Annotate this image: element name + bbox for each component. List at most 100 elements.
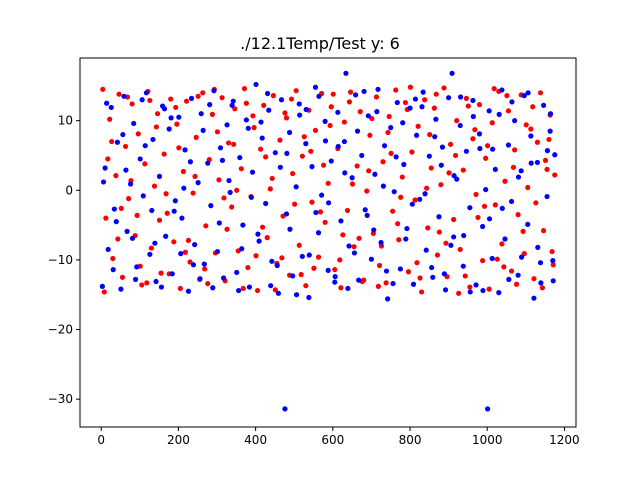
scatter-point-s1-56 (278, 97, 285, 103)
scatter-point-s0-197 (173, 104, 179, 111)
scatter-point-s1-71 (325, 267, 331, 273)
scatter-point-s0-180 (465, 103, 471, 109)
scatter-point-s1-111 (451, 234, 457, 240)
scatter-point-s1-137 (531, 295, 537, 301)
scatter-point-s1-180 (438, 162, 444, 168)
scatter-point-s0-220 (395, 221, 401, 227)
scatter-point-s1-135 (525, 221, 531, 227)
scatter-point-s1-221 (374, 109, 380, 115)
scatter-point-s0-88 (383, 280, 389, 286)
scatter-point-s0-122 (492, 202, 498, 208)
scatter-point-s1-121 (483, 186, 489, 193)
scatter-point-s1-133 (518, 168, 524, 174)
scatter-point-s1-37 (217, 145, 224, 151)
scatter-point-s0-125 (502, 178, 508, 184)
scatter-point-s1-101 (420, 89, 426, 95)
scatter-point-s0-178 (446, 170, 452, 176)
scatter-point-s1-149 (139, 97, 145, 103)
scatter-point-s1-198 (152, 240, 158, 246)
scatter-point-s1-203 (200, 127, 206, 134)
scatter-point-s1-227 (432, 134, 438, 140)
scatter-point-s1-186 (496, 111, 502, 117)
scatter-point-s1-4 (111, 206, 117, 212)
scatter-point-s1-79 (349, 175, 355, 181)
chart-title: ./12.1Temp/Test y: 6 (240, 34, 400, 53)
scatter-point-s0-229 (481, 203, 488, 209)
scatter-point-s0-227 (462, 273, 468, 279)
scatter-point-s1-172 (361, 88, 367, 95)
scatter-point-s0-190 (105, 156, 111, 162)
scatter-point-s1-232 (480, 287, 486, 294)
scatter-point-s1-124 (489, 255, 495, 262)
plot-area (79, 57, 577, 428)
scatter-point-s0-165 (320, 162, 327, 168)
scatter-point-s1-49 (256, 238, 262, 244)
points-layer (99, 70, 558, 412)
scatter-point-s1-12 (137, 156, 143, 162)
scatter-point-s0-7 (122, 143, 129, 150)
scatter-point-s0-215 (346, 99, 353, 105)
scatter-point-s0-223 (424, 185, 430, 191)
scatter-point-s1-122 (485, 406, 491, 412)
scatter-point-s0-172 (388, 150, 394, 156)
scatter-point-s1-0 (99, 283, 105, 289)
scatter-point-s1-183 (467, 289, 473, 295)
scatter-point-s0-162 (292, 201, 298, 207)
scatter-point-s1-184 (477, 145, 483, 152)
scatter-point-s0-140 (550, 262, 556, 268)
scatter-point-s0-103 (431, 105, 437, 111)
scatter-point-s1-98 (410, 281, 417, 287)
scatter-point-s0-193 (134, 212, 140, 218)
scatter-point-s1-119 (476, 131, 483, 137)
scatter-point-s1-160 (245, 125, 251, 131)
scatter-point-s0-210 (298, 271, 304, 278)
scatter-point-s0-234 (530, 104, 536, 110)
scatter-point-s0-3 (110, 255, 116, 262)
scatter-point-s1-236 (518, 254, 525, 260)
scatter-point-s0-236 (546, 136, 552, 143)
scatter-point-s0-109 (451, 216, 457, 223)
scatter-point-s0-211 (308, 148, 314, 154)
scatter-point-s1-64 (303, 141, 309, 147)
scatter-point-s0-127 (508, 268, 515, 274)
scatter-point-s1-165 (293, 292, 300, 298)
scatter-point-s0-28 (190, 190, 196, 196)
scatter-point-s0-61 (296, 242, 302, 248)
scatter-point-s1-114 (460, 263, 466, 269)
scatter-point-s0-19 (161, 151, 167, 157)
scatter-point-s1-72 (328, 158, 334, 164)
scatter-point-s1-193 (104, 100, 110, 106)
scatter-point-s0-224 (433, 91, 439, 97)
scatter-point-s1-74 (335, 109, 341, 115)
scatter-point-s1-199 (161, 106, 168, 112)
scatter-point-s0-5 (116, 91, 122, 97)
scatter-point-s0-120 (486, 286, 492, 292)
scatter-point-s1-30 (195, 180, 201, 186)
scatter-point-s0-170 (369, 115, 375, 122)
scatter-point-s0-90 (390, 208, 396, 214)
scatter-point-s1-60 (290, 273, 296, 279)
scatter-point-s1-177 (409, 201, 415, 207)
scatter-point-s1-66 (309, 164, 315, 170)
scatter-point-s1-222 (383, 268, 390, 274)
scatter-point-s0-75 (341, 119, 347, 125)
scatter-point-s1-38 (220, 275, 227, 281)
scatter-point-s0-173 (398, 194, 404, 200)
scatter-point-s0-101 (425, 225, 431, 231)
scatter-point-s0-161 (282, 110, 288, 116)
scatter-point-s0-95 (405, 269, 412, 275)
y-tick-label-2: −10 (48, 253, 73, 267)
scatter-point-s1-88 (378, 239, 384, 246)
scatter-point-s0-233 (520, 228, 526, 234)
scatter-point-s1-209 (258, 119, 264, 125)
scatter-point-s1-170 (342, 170, 348, 176)
scatter-point-s1-116 (467, 205, 473, 211)
scatter-point-s1-190 (535, 244, 541, 250)
scatter-point-s0-8 (126, 196, 132, 202)
x-tick-label-3: 600 (321, 433, 344, 447)
scatter-point-s0-105 (438, 182, 444, 188)
scatter-point-s0-164 (311, 265, 317, 271)
scatter-point-s1-27 (185, 288, 192, 294)
scatter-point-s0-52 (267, 186, 273, 192)
